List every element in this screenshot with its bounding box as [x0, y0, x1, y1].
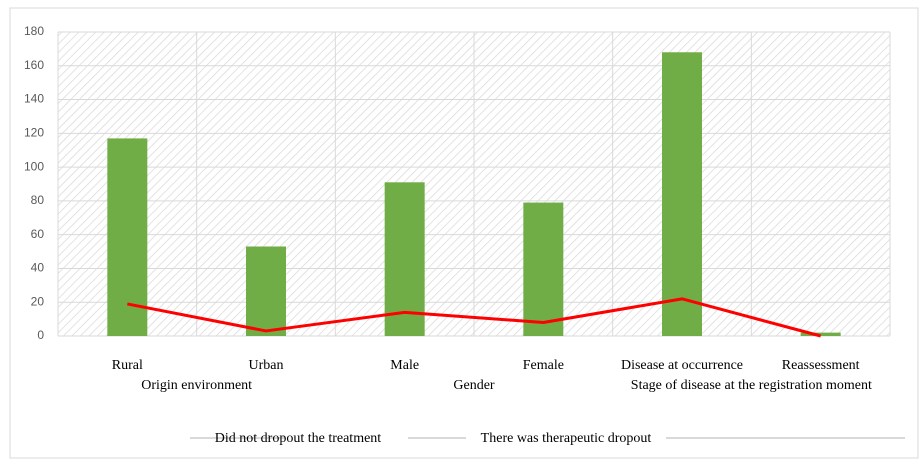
bar — [800, 332, 841, 336]
y-tick-label: 140 — [24, 92, 44, 106]
line — [127, 297, 822, 338]
x-tick-label: Male — [390, 358, 419, 373]
y-tick-label: 60 — [31, 227, 45, 241]
legend-entry: Did not dropout the treatment — [214, 431, 382, 446]
y-tick-label: 0 — [37, 328, 44, 342]
group-label: Origin environment — [141, 378, 252, 393]
group-label: Stage of disease at the registration mom… — [631, 378, 872, 393]
x-tick-label: Urban — [249, 358, 284, 373]
bar — [384, 182, 425, 336]
group-label: Gender — [453, 378, 495, 393]
y-tick-label: 40 — [31, 261, 45, 275]
bar — [662, 52, 702, 337]
x-tick-label: Female — [523, 358, 564, 373]
y-tick-label: 160 — [24, 58, 44, 72]
x-tick-label: Reassessment — [782, 358, 860, 373]
legend-entry: There was therapeutic dropout — [480, 431, 652, 446]
bar — [523, 202, 564, 336]
bar — [107, 138, 148, 336]
bar — [246, 246, 286, 336]
y-tick-label: 120 — [24, 126, 44, 140]
x-tick-label: Rural — [112, 358, 143, 373]
x-tick-label: Disease at occurrence — [621, 358, 743, 373]
y-tick-label: 20 — [31, 294, 45, 308]
y-tick-label: 80 — [31, 193, 45, 207]
y-tick-label: 100 — [24, 159, 44, 173]
y-tick-label: 180 — [24, 24, 44, 38]
